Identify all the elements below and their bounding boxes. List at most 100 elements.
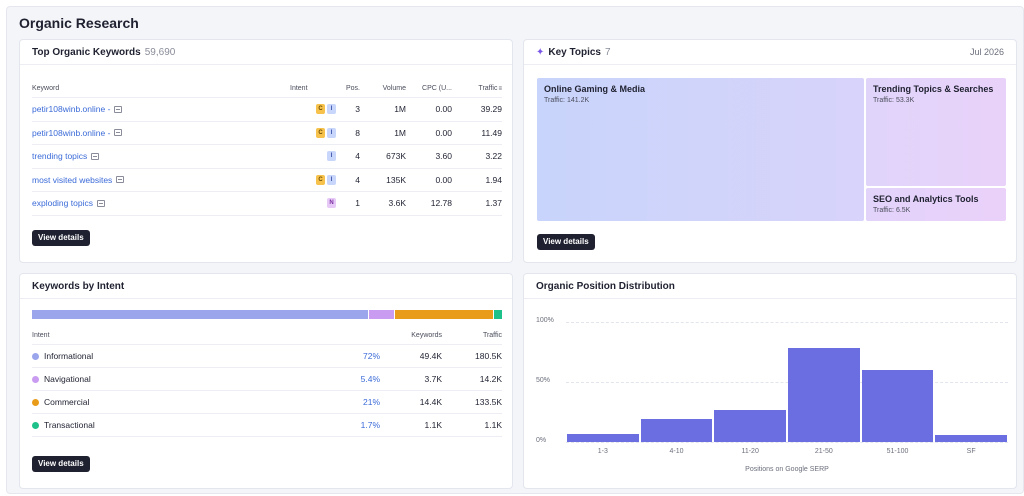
intent-title: Keywords by Intent [32,280,125,292]
table-row: Informational 72% 49.4K 180.5K [32,345,502,368]
intent-dot-icon [32,375,39,383]
x-tick-label: SF [966,448,976,455]
table-row: most visited websites C I 4 135K 0.00 1.94 [32,169,502,192]
serp-icon[interactable] [114,129,123,137]
col-pos-header[interactable]: Pos. [345,85,360,92]
intent-share-link[interactable]: 1.7% [360,420,380,430]
serp-icon[interactable] [91,152,100,160]
topic-online-gaming[interactable]: Online Gaming & Media Traffic: 141.2K [537,78,864,221]
intent-badge: I [327,174,336,185]
intent-share-link[interactable]: 5.4% [360,374,380,384]
x-tick-label: 21-50 [814,448,833,455]
intent-bar-segment [368,310,395,319]
intent-keywords-cell: 1.1K [424,420,443,430]
intent-keywords-cell: 14.4K [419,397,442,407]
position-cell: 4 [355,151,360,162]
col-intent-header: Intent [32,332,50,339]
table-row: Transactional 1.7% 1.1K 1.1K [32,414,502,437]
grid-line [566,382,1008,383]
top-keywords-header: Top Organic Keywords 59,690 [20,40,512,65]
chart-bar-11-20[interactable] [714,409,786,442]
topics-view-details-button[interactable]: View details [537,234,595,250]
keyword-cell: petir108winb.online - [32,122,282,145]
intent-traffic-cell: 133.5K [475,397,502,407]
intent-cell: I [290,145,336,168]
intent-view-details-button[interactable]: View details [32,456,90,472]
volume-cell: 673K [386,151,406,162]
keywords-view-details-button[interactable]: View details [32,230,90,246]
grid-line [566,442,1008,443]
intent-share-link[interactable]: 21% [362,397,380,407]
intent-bar-segment [494,310,502,319]
serp-icon[interactable] [114,105,123,113]
intent-dot-icon [32,352,39,360]
intent-dot-icon [32,421,39,429]
intent-cell: N [290,192,336,215]
topic-traffic: Traffic: 53.3K [873,97,915,104]
chart-bar-4-10[interactable] [640,419,713,442]
chart-bar-21-50[interactable] [788,348,860,442]
topic-trending-searches[interactable]: Trending Topics & Searches Traffic: 53.3… [866,78,1006,186]
key-topics-card: ✦ Key Topics 7 Jul 2026 Online Gaming & … [523,39,1017,263]
intent-name: Transactional [44,420,95,430]
intent-dot-icon [32,398,39,406]
cpc-cell: 3.60 [435,151,452,162]
intent-share-link[interactable]: 72% [362,351,380,361]
keywords-table: Keyword Intent Pos. Volume CPC (U... Tra… [32,80,502,216]
col-keywords-header: Keywords [411,332,442,339]
page-title: Organic Research [19,15,139,31]
position-cell: 1 [355,198,360,209]
top-keywords-card: Top Organic Keywords 59,690 Keyword Inte… [19,39,513,263]
volume-cell: 1M [394,104,406,115]
col-cpc-header[interactable]: CPC (U... [422,85,452,92]
keyword-link[interactable]: petir108winb.online - [32,104,111,115]
position-cell: 4 [355,174,360,185]
cpc-cell: 0.00 [435,104,452,115]
intent-traffic-cell: 14.2K [479,374,502,384]
col-keyword-header[interactable]: Keyword [32,85,60,92]
col-intent-header[interactable]: Intent [290,85,308,92]
intent-name: Navigational [44,374,91,384]
position-distribution-card: Organic Position Distribution 100% 50% 0% 1… [523,273,1017,489]
intent-traffic-cell: 1.1K [484,420,503,430]
keyword-link[interactable]: petir108winb.online - [32,127,111,138]
serp-icon[interactable] [116,176,125,184]
intent-badge: I [327,104,336,115]
chart-bar-1-3[interactable] [567,433,639,442]
intent-name-cell: Navigational [32,368,232,390]
keyword-cell: petir108winb.online - [32,98,282,121]
key-topics-date: Jul 2026 [969,47,1004,57]
col-traffic-header[interactable]: Traffic ≡ [456,80,502,97]
y-tick-label: 50% [536,377,551,384]
serp-icon[interactable] [96,199,105,207]
keyword-link[interactable]: most visited websites [32,174,113,185]
topic-traffic: Traffic: 6.5K [873,207,911,214]
keyword-cell: trending topics [32,145,282,168]
keyword-link[interactable]: trending topics [32,151,88,162]
key-topics-count: 7 [605,46,611,58]
intent-name-cell: Transactional [32,414,232,436]
keywords-table-header: Keyword Intent Pos. Volume CPC (U... Tra… [32,80,502,98]
traffic-cell: 11.49 [481,127,502,138]
col-volume-header[interactable]: Volume [382,85,406,92]
position-distribution-title: Organic Position Distribution [536,280,675,292]
col-traffic-header: Traffic [482,332,502,339]
col-traffic-label: Traffic [478,85,498,92]
position-distribution-header: Organic Position Distribution [524,274,1016,299]
volume-cell: 135K [386,174,406,185]
x-tick-label: 1-3 [597,448,608,455]
intent-table: Intent Keywords Traffic Informational 72%… [32,327,502,437]
keyword-link[interactable]: exploding topics [32,198,93,209]
chart-bar-51-100[interactable] [861,370,934,442]
chart-bar-SF[interactable] [935,434,1007,442]
intent-table-header: Intent Keywords Traffic [32,327,502,345]
top-keywords-count: 59,690 [144,46,176,58]
intent-keywords-cell: 3.7K [424,374,443,384]
intent-name: Commercial [44,397,90,407]
position-cell: 3 [355,104,360,115]
organic-research-panel: Organic Research Top Organic Keywords 59… [6,6,1024,494]
topic-seo-analytics[interactable]: SEO and Analytics Tools Traffic: 6.5K [866,188,1006,221]
intent-name-cell: Commercial [32,391,232,413]
